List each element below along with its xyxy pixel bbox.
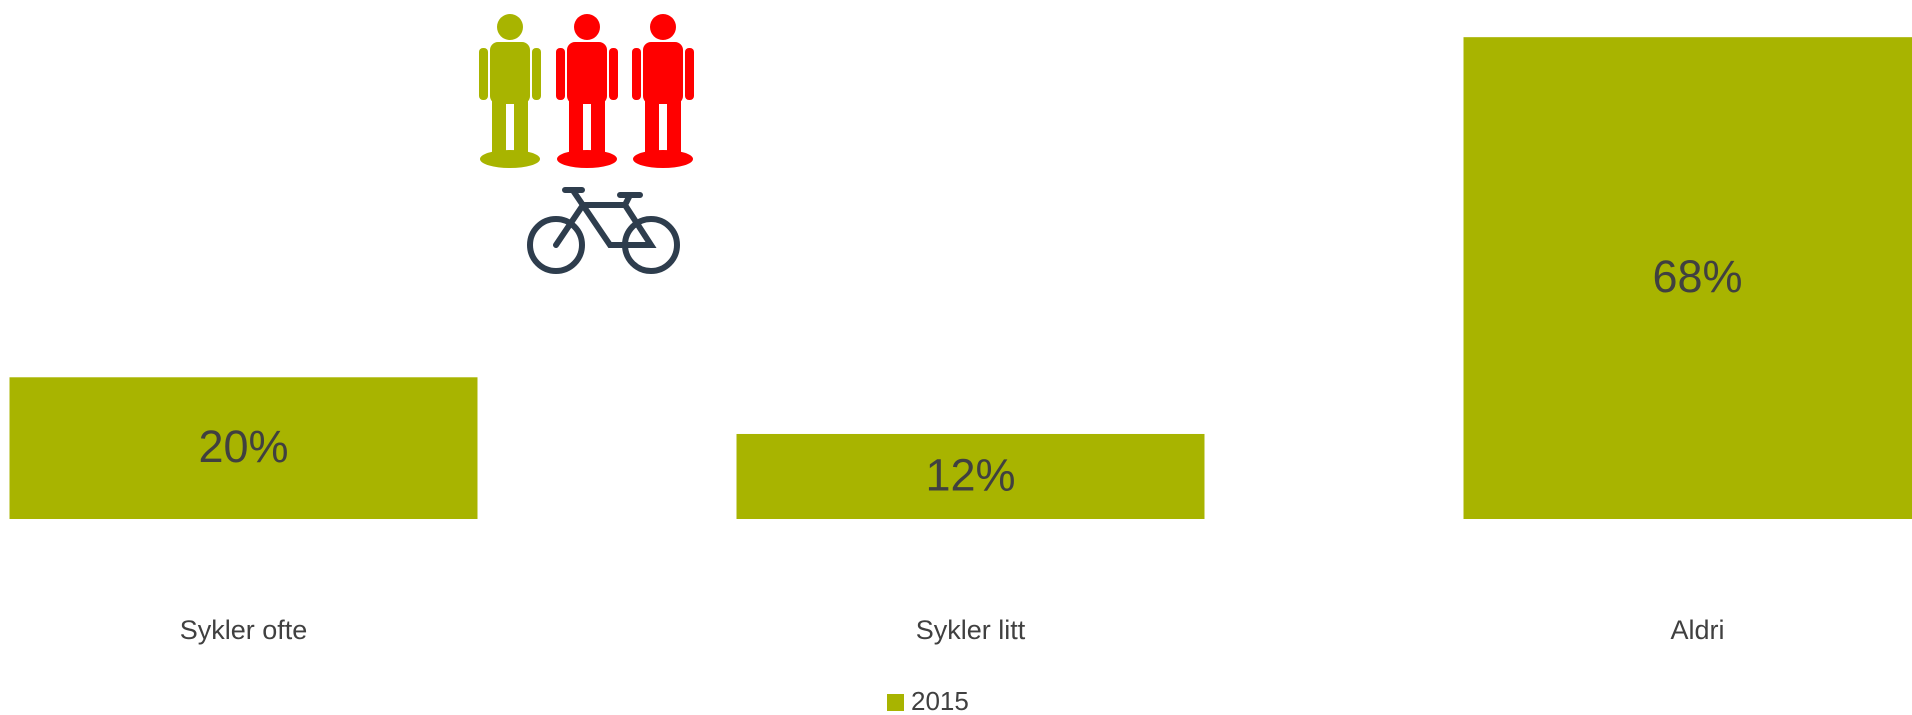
legend-swatch — [887, 694, 904, 711]
person-red — [632, 14, 694, 168]
person-red — [556, 14, 618, 168]
people-icon — [479, 14, 694, 168]
x-tick-label: Sykler litt — [916, 615, 1026, 645]
bar — [9, 377, 478, 519]
x-tick-label: Sykler ofte — [180, 615, 308, 645]
bar — [736, 433, 1205, 519]
data-label: 12% — [925, 449, 1015, 500]
person-green — [479, 14, 541, 168]
bar — [1463, 37, 1912, 520]
legend-label: 2015 — [911, 686, 969, 715]
x-tick-label: Aldri — [1670, 615, 1724, 645]
bicycle-icon — [527, 187, 680, 274]
data-label: 20% — [198, 421, 288, 472]
data-label: 68% — [1652, 251, 1742, 302]
